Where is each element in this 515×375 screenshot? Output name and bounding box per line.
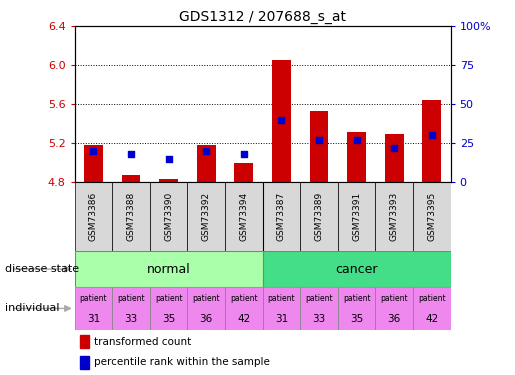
Text: patient: patient: [193, 294, 220, 303]
Text: 31: 31: [275, 314, 288, 324]
FancyBboxPatch shape: [413, 287, 451, 330]
Bar: [272, 60, 291, 182]
Point: [390, 145, 398, 151]
FancyBboxPatch shape: [338, 182, 375, 251]
Title: GDS1312 / 207688_s_at: GDS1312 / 207688_s_at: [179, 10, 346, 24]
FancyBboxPatch shape: [112, 182, 150, 251]
FancyBboxPatch shape: [75, 251, 263, 287]
Text: 33: 33: [125, 314, 138, 324]
Bar: [122, 175, 141, 182]
FancyBboxPatch shape: [375, 182, 413, 251]
Text: disease state: disease state: [5, 264, 79, 274]
Text: 31: 31: [87, 314, 100, 324]
Text: patient: patient: [381, 294, 408, 303]
Text: 36: 36: [200, 314, 213, 324]
Text: GSM73388: GSM73388: [127, 192, 135, 241]
Point: [127, 151, 135, 157]
Text: cancer: cancer: [335, 262, 378, 276]
FancyBboxPatch shape: [263, 182, 300, 251]
FancyBboxPatch shape: [150, 287, 187, 330]
Text: patient: patient: [343, 294, 370, 303]
FancyBboxPatch shape: [187, 287, 225, 330]
FancyBboxPatch shape: [112, 287, 150, 330]
Text: patient: patient: [80, 294, 107, 303]
FancyBboxPatch shape: [150, 182, 187, 251]
Text: 42: 42: [425, 314, 438, 324]
Text: GSM73395: GSM73395: [427, 192, 436, 241]
Text: individual: individual: [5, 303, 60, 313]
Text: normal: normal: [147, 262, 191, 276]
FancyBboxPatch shape: [263, 251, 451, 287]
Text: patient: patient: [155, 294, 182, 303]
Bar: [197, 145, 216, 182]
Text: GSM73390: GSM73390: [164, 192, 173, 241]
Point: [90, 148, 98, 154]
Point: [315, 137, 323, 143]
Bar: [347, 132, 366, 182]
FancyBboxPatch shape: [75, 182, 112, 251]
Point: [277, 117, 285, 123]
Text: GSM73394: GSM73394: [239, 192, 248, 241]
Text: transformed count: transformed count: [94, 337, 192, 346]
Bar: [234, 164, 253, 182]
FancyBboxPatch shape: [75, 287, 112, 330]
Text: GSM73386: GSM73386: [89, 192, 98, 241]
Bar: [159, 179, 178, 182]
Point: [239, 151, 248, 157]
Text: GSM73387: GSM73387: [277, 192, 286, 241]
FancyBboxPatch shape: [300, 287, 338, 330]
FancyBboxPatch shape: [225, 182, 263, 251]
Point: [427, 132, 436, 138]
Text: patient: patient: [418, 294, 445, 303]
Point: [164, 156, 173, 162]
Text: 42: 42: [237, 314, 250, 324]
Text: 33: 33: [313, 314, 325, 324]
Text: patient: patient: [305, 294, 333, 303]
Text: 35: 35: [350, 314, 363, 324]
FancyBboxPatch shape: [225, 287, 263, 330]
Text: GSM73389: GSM73389: [315, 192, 323, 241]
FancyBboxPatch shape: [375, 287, 413, 330]
Bar: [310, 111, 329, 182]
Text: GSM73393: GSM73393: [390, 192, 399, 241]
Text: patient: patient: [117, 294, 145, 303]
Point: [202, 148, 210, 154]
FancyBboxPatch shape: [300, 182, 338, 251]
Point: [352, 137, 360, 143]
FancyBboxPatch shape: [263, 287, 300, 330]
Text: 36: 36: [388, 314, 401, 324]
Bar: [80, 356, 89, 369]
Text: GSM73392: GSM73392: [202, 192, 211, 241]
FancyBboxPatch shape: [338, 287, 375, 330]
Text: 35: 35: [162, 314, 175, 324]
Text: percentile rank within the sample: percentile rank within the sample: [94, 357, 270, 368]
FancyBboxPatch shape: [187, 182, 225, 251]
Text: patient: patient: [230, 294, 258, 303]
Text: patient: patient: [268, 294, 295, 303]
Bar: [422, 100, 441, 182]
Bar: [84, 145, 103, 182]
FancyBboxPatch shape: [413, 182, 451, 251]
Bar: [80, 335, 89, 348]
Text: GSM73391: GSM73391: [352, 192, 361, 241]
Bar: [385, 134, 404, 182]
